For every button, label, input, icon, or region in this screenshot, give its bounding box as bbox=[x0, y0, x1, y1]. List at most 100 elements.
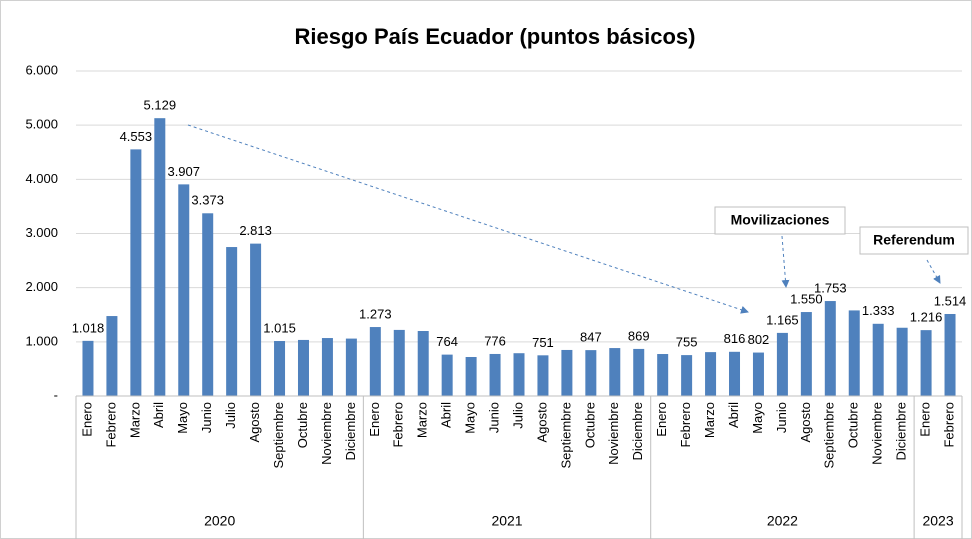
bar bbox=[944, 313, 956, 396]
x-tick-label: Junio bbox=[774, 402, 789, 433]
year-label: 2023 bbox=[922, 513, 953, 529]
value-label: 755 bbox=[676, 335, 698, 350]
bar bbox=[776, 332, 788, 396]
x-tick-label: Febrero bbox=[941, 402, 956, 448]
x-tick-label: Abril bbox=[726, 402, 741, 428]
bar bbox=[369, 327, 381, 396]
bar bbox=[345, 338, 357, 396]
x-tick-label: Mayo bbox=[463, 402, 478, 434]
x-tick-label: Abril bbox=[439, 402, 454, 428]
x-tick-label: Agosto bbox=[247, 402, 262, 442]
x-tick-label: Mayo bbox=[175, 402, 190, 434]
x-tick-label: Marzo bbox=[127, 402, 142, 438]
annotation-box bbox=[859, 226, 969, 255]
bar bbox=[537, 355, 549, 396]
x-tick-label: Noviembre bbox=[870, 402, 885, 465]
y-tick-label: 5.000 bbox=[25, 117, 58, 132]
bar bbox=[82, 340, 94, 396]
bar bbox=[705, 352, 717, 396]
value-label: 1.165 bbox=[766, 312, 799, 327]
bar bbox=[465, 357, 477, 396]
y-tick-label: 4.000 bbox=[25, 171, 58, 186]
annotation: Referendum bbox=[873, 232, 955, 248]
x-tick-label: Octubre bbox=[582, 402, 597, 448]
bar bbox=[513, 353, 525, 396]
bar bbox=[106, 316, 118, 396]
x-tick-label: Enero bbox=[918, 402, 933, 437]
x-tick-label: Agosto bbox=[534, 402, 549, 442]
y-tick-label: 6.000 bbox=[25, 62, 58, 77]
bar bbox=[297, 339, 309, 396]
x-tick-label: Noviembre bbox=[606, 402, 621, 465]
y-tick-label: - bbox=[54, 387, 58, 402]
bar bbox=[800, 312, 812, 396]
x-tick-label: Marzo bbox=[702, 402, 717, 438]
bar bbox=[178, 184, 190, 396]
x-tick-label: Junio bbox=[199, 402, 214, 433]
value-label: 751 bbox=[532, 335, 554, 350]
x-tick-label: Febrero bbox=[391, 402, 406, 448]
bar bbox=[896, 327, 908, 396]
year-label: 2021 bbox=[491, 513, 522, 529]
value-label: 2.813 bbox=[239, 223, 272, 238]
x-tick-label: Octubre bbox=[295, 402, 310, 448]
bar bbox=[920, 330, 932, 396]
bar bbox=[489, 353, 501, 396]
value-label: 1.550 bbox=[790, 291, 823, 306]
bar bbox=[202, 213, 214, 396]
x-tick-label: Marzo bbox=[415, 402, 430, 438]
value-label: 1.333 bbox=[862, 303, 895, 318]
value-label: 764 bbox=[436, 334, 458, 349]
x-tick-label: Septiembre bbox=[558, 402, 573, 468]
bar bbox=[657, 354, 669, 396]
year-label: 2022 bbox=[767, 513, 798, 529]
annotation-arrow bbox=[781, 235, 790, 288]
value-label: 1.273 bbox=[359, 306, 392, 321]
bar bbox=[585, 350, 597, 396]
value-label: 1.015 bbox=[263, 320, 296, 335]
x-tick-label: Enero bbox=[367, 402, 382, 437]
value-label: 1.753 bbox=[814, 280, 847, 295]
value-label: 1.514 bbox=[934, 293, 967, 308]
trend-arrow bbox=[187, 124, 749, 314]
value-label: 847 bbox=[580, 330, 602, 345]
bar bbox=[274, 341, 286, 396]
bar bbox=[441, 354, 453, 396]
x-tick-label: Noviembre bbox=[319, 402, 334, 465]
annotation-box bbox=[714, 206, 846, 235]
value-label: 802 bbox=[748, 332, 770, 347]
x-tick-label: Febrero bbox=[678, 402, 693, 448]
x-tick-label: Julio bbox=[223, 402, 238, 429]
value-label: 4.553 bbox=[120, 129, 153, 144]
bar bbox=[250, 243, 262, 396]
bar bbox=[848, 310, 860, 396]
bar bbox=[130, 149, 142, 396]
bar bbox=[561, 349, 573, 396]
x-tick-label: Junio bbox=[486, 402, 501, 433]
y-tick-label: 1.000 bbox=[25, 333, 58, 348]
bar bbox=[321, 338, 333, 396]
x-tick-label: Enero bbox=[654, 402, 669, 437]
chart-title: Riesgo País Ecuador (puntos básicos) bbox=[295, 24, 696, 49]
value-label: 5.129 bbox=[144, 98, 177, 113]
bar bbox=[752, 352, 764, 396]
bar bbox=[417, 331, 429, 396]
x-tick-label: Julio bbox=[510, 402, 525, 429]
x-tick-label: Mayo bbox=[750, 402, 765, 434]
annotation: Movilizaciones bbox=[731, 212, 830, 228]
annotation-arrow bbox=[926, 259, 941, 284]
value-label: 869 bbox=[628, 328, 650, 343]
x-tick-label: Septiembre bbox=[822, 402, 837, 468]
x-tick-label: Diciembre bbox=[343, 402, 358, 461]
bar bbox=[872, 323, 884, 396]
year-label: 2020 bbox=[204, 513, 235, 529]
plot-area: - 1.000 2.000 3.000 4.000 5.000 6.000 Enero 1.01… bbox=[25, 62, 966, 539]
y-tick-label: 3.000 bbox=[25, 225, 58, 240]
x-tick-label: Octubre bbox=[846, 402, 861, 448]
bar bbox=[226, 247, 238, 396]
x-tick-label: Diciembre bbox=[630, 402, 645, 461]
x-tick-label: Abril bbox=[151, 402, 166, 428]
value-label: 3.907 bbox=[167, 164, 200, 179]
x-tick-label: Febrero bbox=[103, 402, 118, 448]
